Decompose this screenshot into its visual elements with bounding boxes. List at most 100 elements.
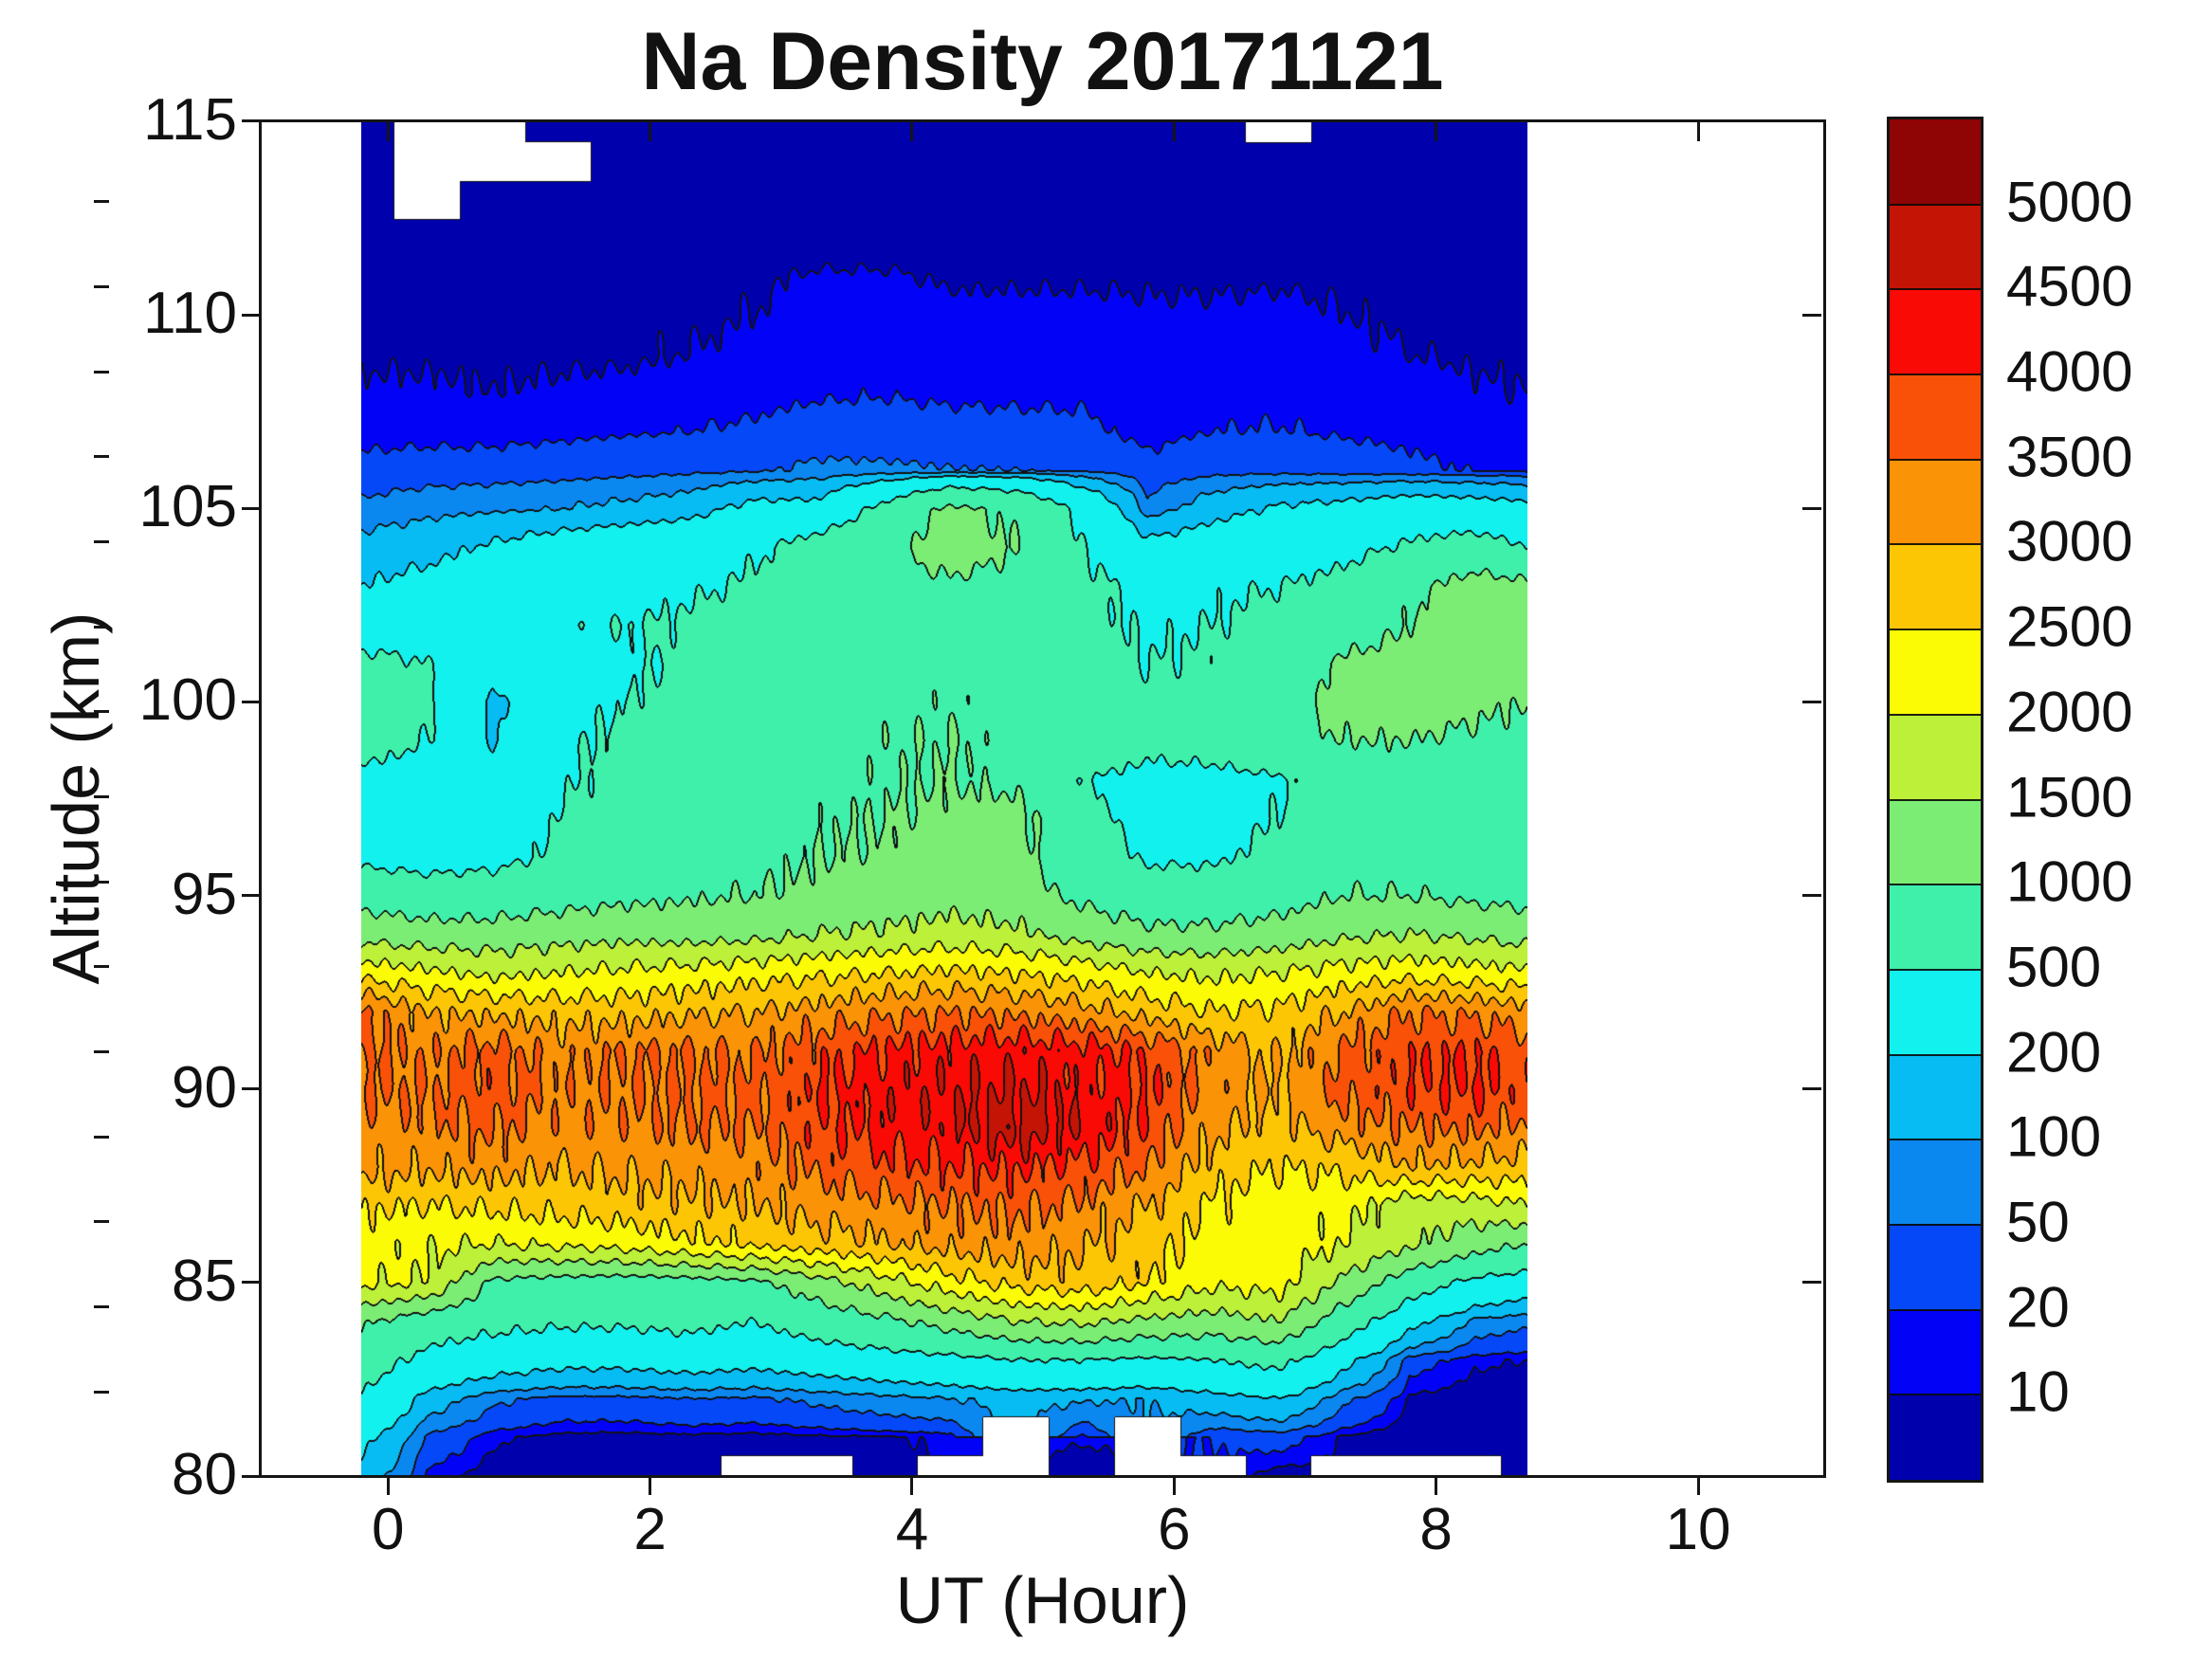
y-tick-label: 115 [143, 86, 237, 153]
x-tick-bottom [1435, 1476, 1438, 1495]
colorbar-divider [1890, 288, 1981, 291]
colorbar-band [1890, 119, 1981, 205]
colorbar-tick-label: 1500 [2006, 765, 2133, 829]
colorbar-tick [94, 880, 109, 884]
colorbar-tick-label: 4000 [2006, 339, 2133, 404]
colorbar-tick-label: 4500 [2006, 254, 2133, 319]
colorbar-band [1890, 1054, 1981, 1140]
y-tick-right [1802, 700, 1821, 703]
y-tick-left [242, 313, 261, 317]
y-tick-right [1802, 506, 1821, 510]
colorbar-band [1890, 289, 1981, 375]
colorbar-divider [1890, 1223, 1981, 1226]
colorbar-band [1890, 714, 1981, 800]
x-tick-bottom [1172, 1476, 1176, 1495]
colorbar-tick-label: 2000 [2006, 680, 2133, 744]
colorbar-band [1890, 374, 1981, 460]
y-tick-left [242, 894, 261, 898]
colorbar-divider [1890, 884, 1981, 886]
x-tick-label: 6 [1158, 1497, 1191, 1562]
x-tick-label: 10 [1665, 1497, 1731, 1562]
colorbar-tick [94, 795, 109, 798]
colorbar-divider [1890, 203, 1981, 206]
colorbar-divider [1890, 798, 1981, 801]
y-tick-left [242, 700, 261, 703]
colorbar-divider [1890, 374, 1981, 376]
x-tick-bottom [386, 1476, 390, 1495]
colorbar-tick-label: 20 [2006, 1275, 2070, 1340]
x-tick-bottom [649, 1476, 652, 1495]
colorbar-tick-label: 200 [2006, 1020, 2102, 1085]
x-tick-bottom [910, 1476, 914, 1495]
colorbar [1887, 117, 1983, 1483]
colorbar-tick [94, 710, 109, 714]
colorbar-divider [1890, 1308, 1981, 1311]
chart-title: Na Density 20171121 [641, 16, 1444, 107]
contour-canvas [361, 122, 1527, 1476]
colorbar-divider [1890, 543, 1981, 546]
y-tick-left [242, 506, 261, 510]
x-tick-top [1172, 122, 1176, 141]
colorbar-tick [94, 1135, 109, 1139]
x-tick-top [1435, 122, 1438, 141]
y-tick-right [1802, 119, 1821, 123]
y-tick-label: 105 [138, 474, 237, 540]
plot-area [259, 119, 1826, 1478]
y-tick-label: 85 [172, 1248, 237, 1314]
colorbar-tick-label: 1000 [2006, 849, 2133, 914]
colorbar-tick-label: 50 [2006, 1190, 2070, 1254]
colorbar-tick [94, 284, 109, 288]
x-tick-top [910, 122, 914, 141]
colorbar-tick-label: 10 [2006, 1359, 2070, 1424]
y-tick-right [1802, 1474, 1821, 1478]
y-tick-right [1802, 1281, 1821, 1285]
colorbar-band [1890, 544, 1981, 630]
colorbar-tick [94, 625, 109, 629]
colorbar-band [1890, 884, 1981, 970]
colorbar-band [1890, 459, 1981, 545]
colorbar-tick-label: 5000 [2006, 170, 2133, 234]
colorbar-divider [1890, 629, 1981, 631]
colorbar-divider [1890, 1053, 1981, 1056]
colorbar-tick-label: 100 [2006, 1104, 2102, 1169]
colorbar-tick [94, 539, 109, 543]
colorbar-tick [94, 1390, 109, 1394]
y-tick-left [242, 1281, 261, 1285]
colorbar-tick-label: 500 [2006, 935, 2102, 999]
colorbar-divider [1890, 458, 1981, 461]
colorbar-divider [1890, 1139, 1981, 1141]
y-tick-left [242, 119, 261, 123]
y-tick-label: 100 [138, 667, 237, 734]
x-tick-bottom [1696, 1476, 1700, 1495]
y-tick-right [1802, 313, 1821, 317]
x-tick-label: 2 [633, 1497, 667, 1562]
x-tick-top [649, 122, 652, 141]
colorbar-band [1890, 629, 1981, 715]
y-tick-left [242, 1087, 261, 1091]
colorbar-tick [94, 1220, 109, 1224]
x-tick-label: 8 [1419, 1497, 1453, 1562]
x-tick-top [386, 122, 390, 141]
colorbar-band [1890, 799, 1981, 885]
y-tick-label: 95 [172, 861, 237, 927]
colorbar-band [1890, 1224, 1981, 1310]
colorbar-band [1890, 1139, 1981, 1225]
colorbar-tick-label: 2500 [2006, 594, 2133, 659]
colorbar-divider [1890, 1394, 1981, 1396]
x-axis-label: UT (Hour) [895, 1563, 1190, 1637]
y-tick-label: 90 [172, 1054, 237, 1121]
colorbar-tick [94, 370, 109, 374]
x-tick-label: 4 [895, 1497, 929, 1562]
colorbar-tick-label: 3000 [2006, 509, 2133, 574]
y-tick-label: 110 [143, 281, 237, 347]
colorbar-tick [94, 455, 109, 459]
colorbar-band [1890, 1395, 1981, 1480]
x-tick-top [1696, 122, 1700, 141]
y-tick-label: 80 [172, 1442, 237, 1507]
y-tick-right [1802, 894, 1821, 898]
colorbar-tick [94, 1305, 109, 1309]
colorbar-tick [94, 965, 109, 969]
colorbar-tick-label: 3500 [2006, 425, 2133, 489]
colorbar-divider [1890, 713, 1981, 716]
colorbar-band [1890, 1309, 1981, 1395]
